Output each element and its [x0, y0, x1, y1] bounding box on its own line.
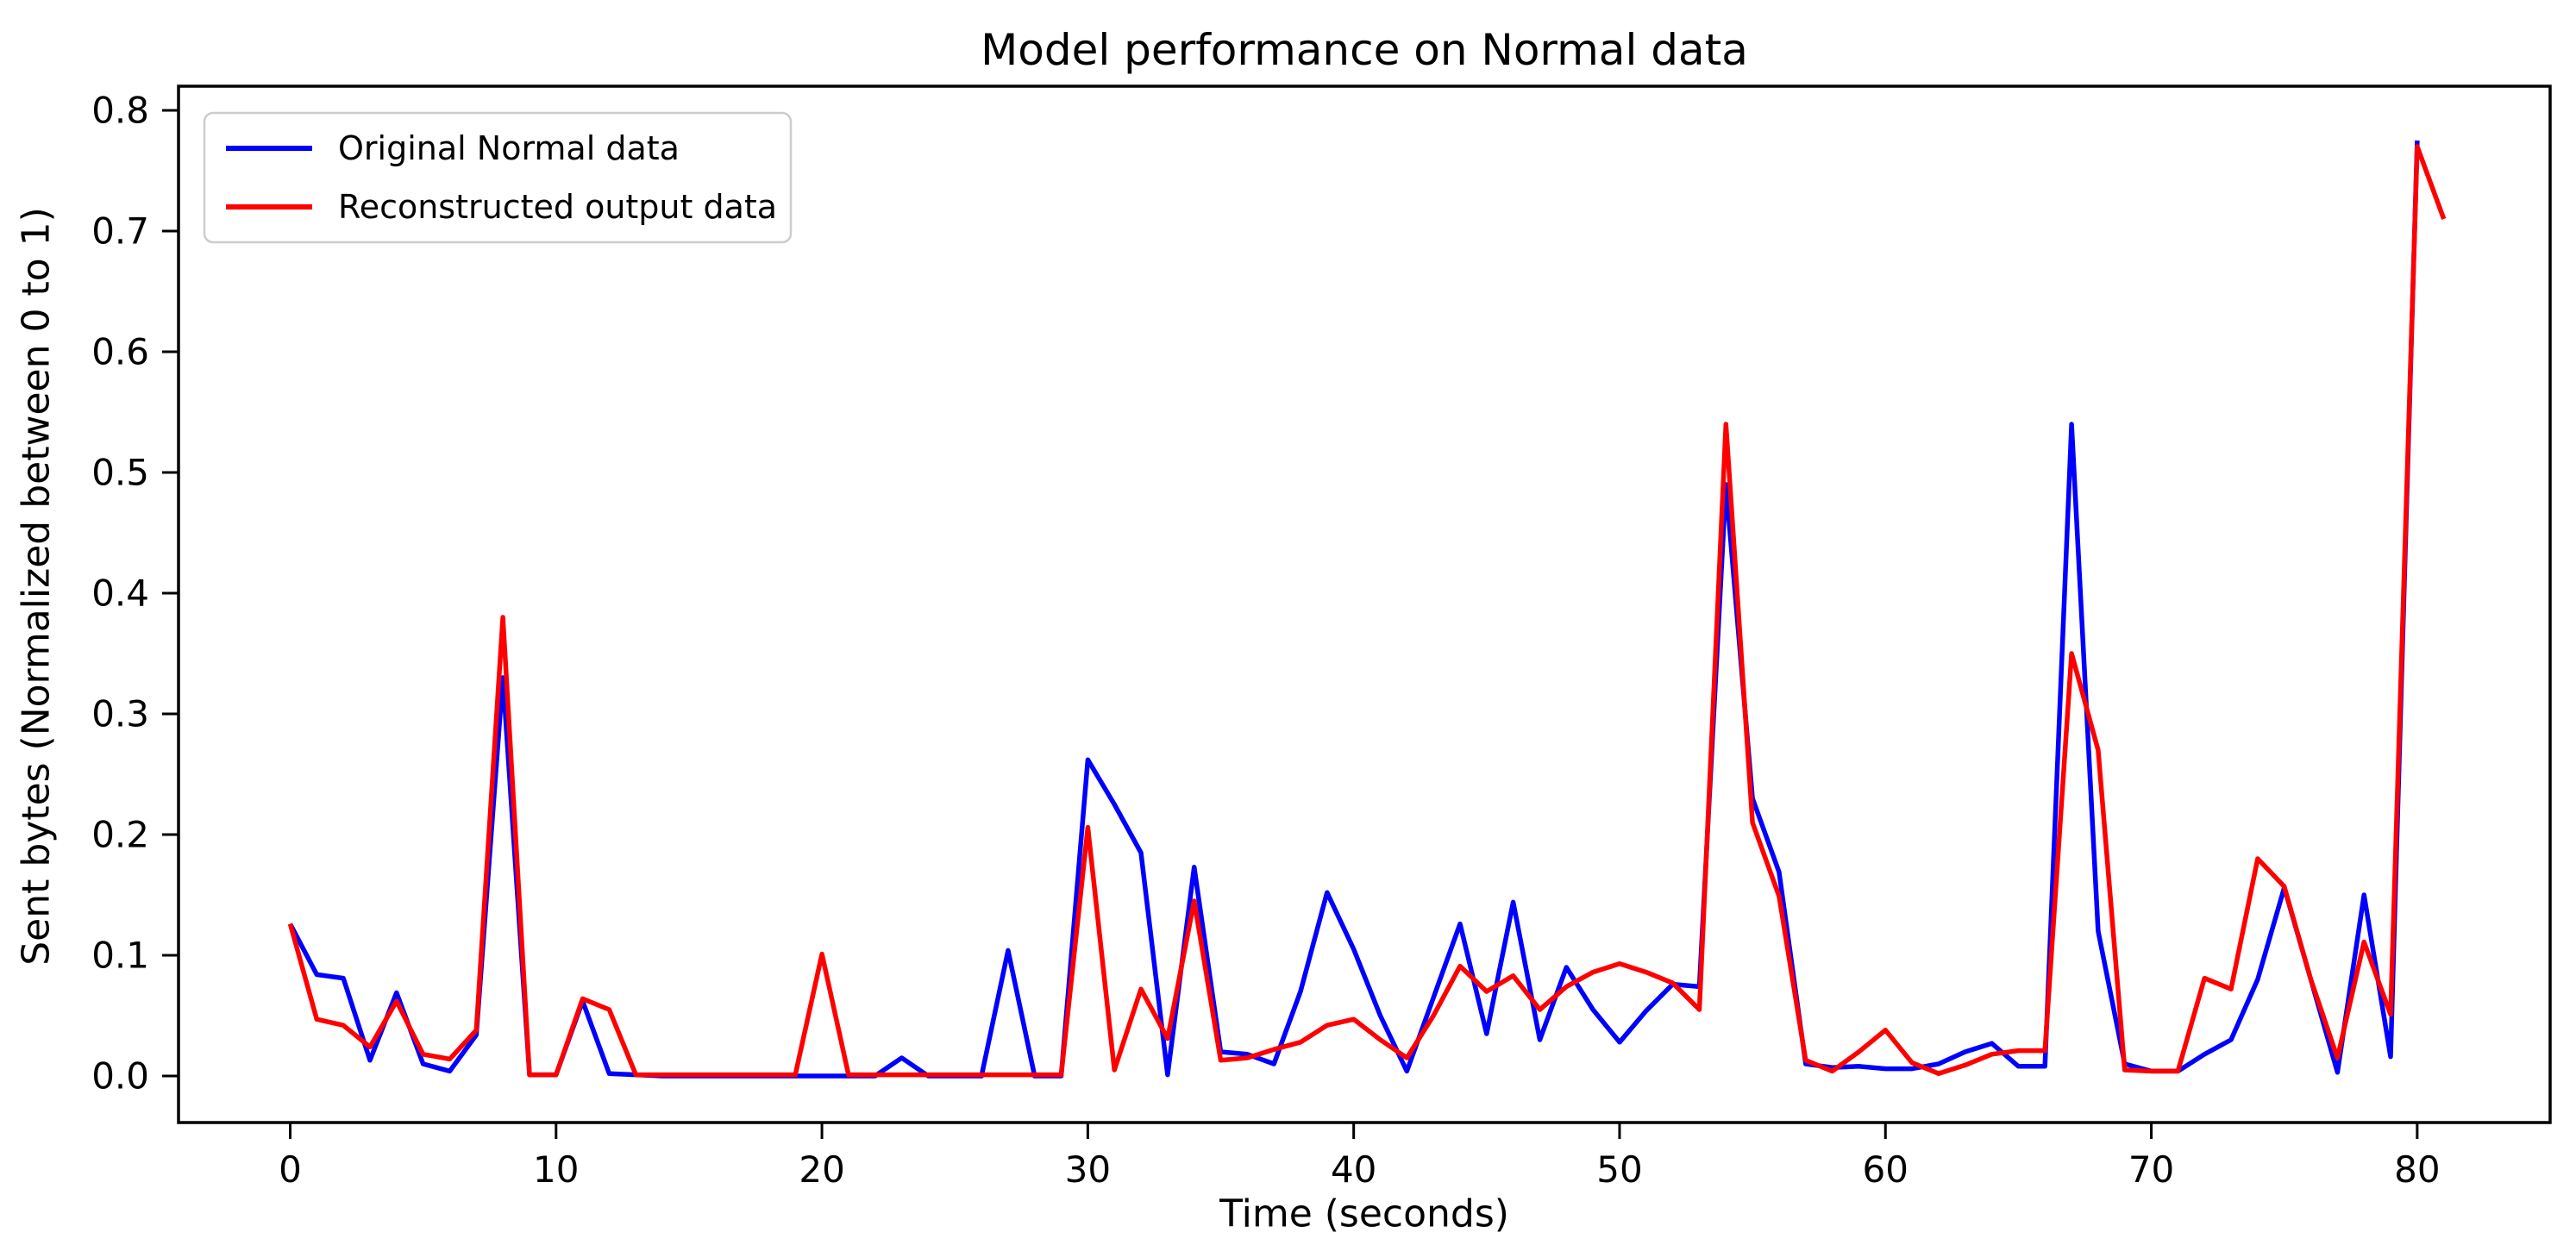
- y-tick-label: 0.5: [91, 451, 149, 493]
- y-tick-label: 0.7: [91, 210, 149, 252]
- x-tick-label: 0: [279, 1148, 302, 1191]
- y-tick-label: 0.8: [91, 89, 149, 131]
- data-series-group: [287, 140, 2447, 1079]
- x-tick-label: 70: [2128, 1148, 2174, 1191]
- x-axis-ticks: 0 10 20 30 40 50 60 70 80: [279, 1123, 2441, 1191]
- series-line-reconstructed: [287, 144, 2447, 1078]
- x-axis-label: Time (seconds): [1219, 1192, 1509, 1236]
- legend-label-original: Original Normal data: [338, 129, 680, 167]
- x-tick-label: 10: [533, 1148, 579, 1191]
- x-tick-label: 20: [799, 1148, 844, 1191]
- x-tick-label: 50: [1596, 1148, 1642, 1191]
- y-tick-label: 0.2: [91, 813, 149, 855]
- y-tick-label: 0.0: [91, 1054, 149, 1097]
- y-axis-label: Sent bytes (Normalized between 0 to 1): [15, 207, 59, 966]
- x-tick-label: 40: [1331, 1148, 1376, 1191]
- legend-box: Original Normal data Reconstructed outpu…: [203, 111, 793, 244]
- y-tick-label: 0.6: [91, 330, 149, 372]
- plot-border: [177, 84, 2552, 1124]
- y-tick-label: 0.1: [91, 934, 149, 976]
- x-tick-label: 30: [1065, 1148, 1111, 1191]
- series-line-original: [288, 140, 2420, 1079]
- x-tick-label: 80: [2394, 1148, 2440, 1191]
- y-tick-label: 0.3: [91, 692, 149, 735]
- legend-frame: [203, 111, 793, 244]
- y-tick-label: 0.4: [91, 572, 149, 614]
- chart-title: Model performance on Normal data: [981, 25, 1748, 75]
- x-tick-label: 60: [1863, 1148, 1908, 1191]
- y-axis-ticks: 0.0 0.1 0.2 0.3 0.4 0.5 0.6 0.7 0.8: [91, 89, 179, 1097]
- legend-label-reconstructed: Reconstructed output data: [338, 188, 777, 226]
